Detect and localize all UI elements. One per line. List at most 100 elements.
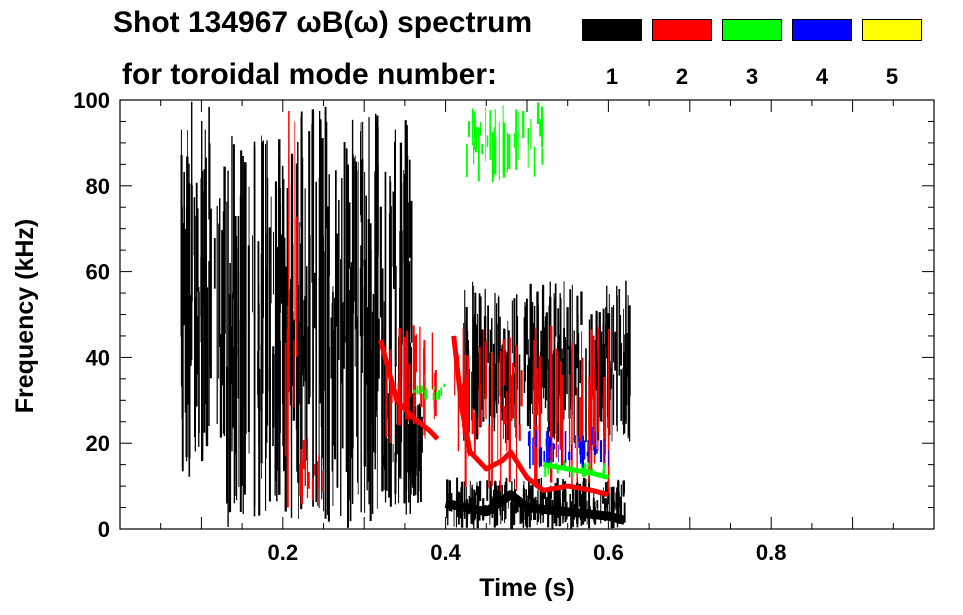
spectral-streak <box>328 174 330 277</box>
spectral-streak <box>218 223 220 379</box>
spectral-streak <box>485 398 487 420</box>
spectral-streak <box>276 247 278 471</box>
spectral-streak <box>469 480 471 500</box>
spectral-streak <box>525 298 528 355</box>
spectral-streak <box>543 465 545 477</box>
spectral-streak <box>188 218 191 422</box>
legend-swatch-mode-1 <box>582 19 642 41</box>
spectral-streak <box>400 391 402 479</box>
spectral-streak <box>537 507 539 523</box>
spectral-streak <box>572 486 574 527</box>
spectral-streak <box>234 216 237 454</box>
spectral-streak <box>371 311 374 514</box>
spectral-streak <box>330 317 333 379</box>
spectral-streak <box>502 122 506 178</box>
spectral-streak <box>317 461 319 507</box>
spectral-streak <box>376 296 378 509</box>
spectral-streak <box>556 478 559 518</box>
spectral-region-mode-1 <box>299 106 413 528</box>
spectral-streak <box>534 496 537 512</box>
spectral-streak <box>627 295 629 439</box>
spectral-streak <box>253 141 256 517</box>
spectral-streak <box>405 456 407 473</box>
spectral-streak <box>517 111 519 160</box>
spectral-streak <box>194 313 195 403</box>
spectral-streak <box>489 373 492 409</box>
spectral-streak <box>195 182 198 407</box>
spectral-streak <box>506 132 508 173</box>
spectral-streak <box>587 464 590 468</box>
spectral-streak <box>489 488 491 517</box>
spectral-streak <box>547 490 550 507</box>
spectral-streak <box>525 507 526 526</box>
spectral-streak <box>482 329 485 417</box>
spectral-streak <box>511 376 513 422</box>
spectral-streak <box>372 294 375 453</box>
spectral-streak <box>368 117 370 505</box>
spectral-streak <box>598 312 601 418</box>
spectral-streak <box>617 481 620 496</box>
spectral-streak <box>457 477 459 518</box>
spectral-streak <box>611 307 613 374</box>
spectral-streak <box>561 378 564 470</box>
spectral-streak <box>563 460 566 468</box>
spectral-streak <box>314 464 316 476</box>
spectral-streak <box>209 208 212 379</box>
spectral-streak <box>180 155 183 337</box>
spectral-streak <box>616 285 618 426</box>
spectral-streak <box>597 326 599 432</box>
spectral-streak <box>527 129 529 168</box>
spectral-streak <box>547 426 549 466</box>
spectral-streak <box>579 360 582 384</box>
spectral-streak <box>511 501 514 529</box>
spectral-streak <box>447 500 449 526</box>
spectral-streak <box>304 295 307 382</box>
spectral-streak <box>539 447 543 467</box>
spectral-streak <box>189 295 192 366</box>
spectral-streak <box>466 143 468 177</box>
spectral-streak <box>388 213 391 426</box>
spectral-streak <box>416 385 419 395</box>
spectral-streak <box>284 342 287 457</box>
legend-label-mode-3: 3 <box>745 64 759 89</box>
spectral-streak <box>473 142 475 164</box>
spectral-streak <box>408 261 411 330</box>
spectral-streak <box>587 439 589 463</box>
spectral-streak <box>582 435 584 466</box>
spectral-streak <box>349 267 352 522</box>
spectral-streak <box>487 305 489 363</box>
spectral-streak <box>525 489 527 503</box>
spectral-streak <box>574 344 577 396</box>
spectral-streak <box>537 304 539 382</box>
spectral-streak <box>560 429 562 466</box>
spectral-streak <box>506 391 508 452</box>
spectral-streak <box>593 493 595 504</box>
spectral-streak <box>548 359 550 438</box>
spectral-streak <box>434 370 437 417</box>
spectral-streak <box>602 491 605 504</box>
spectral-streak <box>419 440 421 472</box>
spectral-streak <box>488 425 491 489</box>
spectral-streak <box>405 337 408 420</box>
spectral-streak <box>382 444 383 464</box>
chart-title-line1: Shot 134967 ωB(ω) spectrum <box>113 6 533 39</box>
spectral-streak <box>398 404 400 504</box>
spectral-streak <box>423 381 425 436</box>
spectral-region-mode-1 <box>180 101 218 477</box>
spectral-streak <box>528 357 531 411</box>
spectral-streak <box>495 485 498 499</box>
spectral-streak <box>581 488 583 518</box>
spectral-streak <box>318 277 320 509</box>
spectral-streak <box>463 380 465 428</box>
spectral-streak <box>521 501 524 523</box>
spectral-streak <box>299 464 302 497</box>
spectral-streak <box>404 120 407 386</box>
axes-layer: 0.2 0.4 0.6 0.8 0 20 40 60 80 100 <box>73 88 935 565</box>
spectral-streak <box>470 503 472 524</box>
spectral-streak <box>486 480 489 501</box>
spectral-streak <box>549 460 552 467</box>
spectral-streak <box>319 207 322 404</box>
spectral-streak <box>605 323 607 412</box>
spectral-streak <box>592 335 595 400</box>
spectral-streak <box>298 363 299 519</box>
